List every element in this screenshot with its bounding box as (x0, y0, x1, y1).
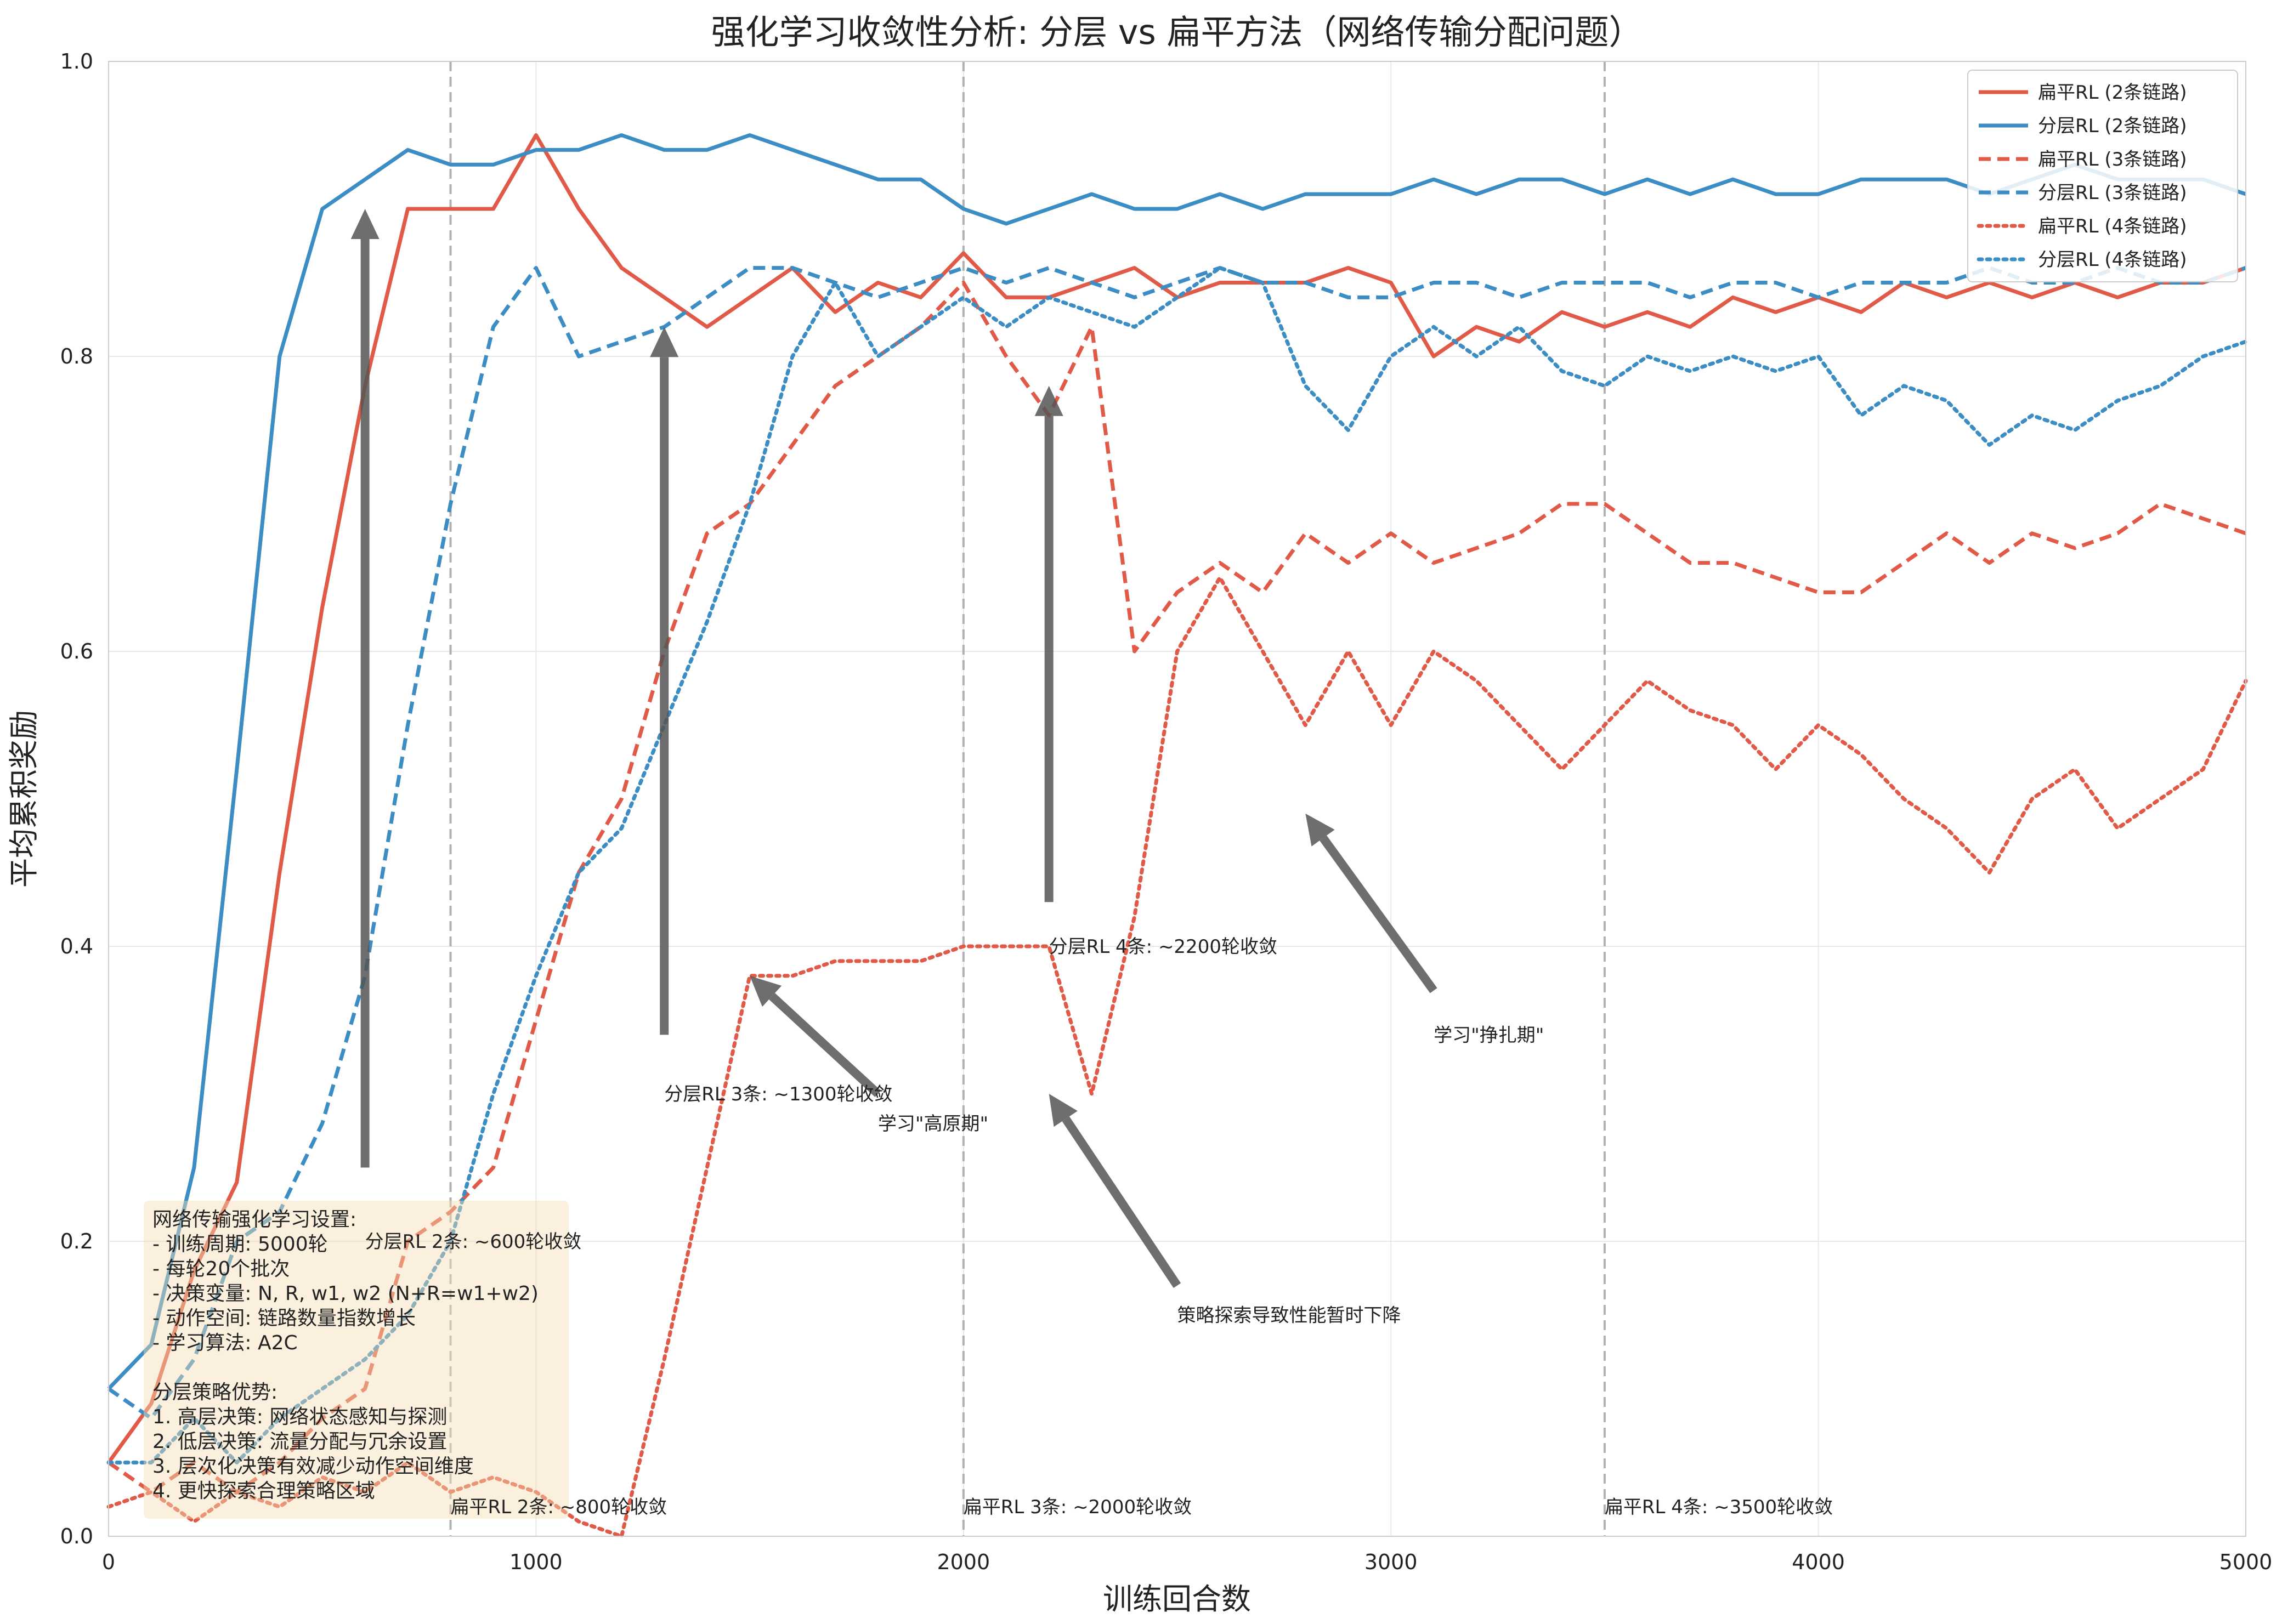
y-tick-label: 0.4 (60, 934, 93, 958)
y-axis-label: 平均累积奖励 (7, 710, 41, 888)
annotation-arrow-shaft (1320, 835, 1437, 993)
annotation-arrow-head (650, 327, 679, 357)
annotation-text: 扁平RL 3条: ~2000轮收敛 (964, 1496, 1192, 1518)
annotation-arrow-head (1049, 1094, 1078, 1127)
annotation-arrow-head (1305, 813, 1335, 847)
series-line (107, 281, 2247, 1494)
info-box-background (144, 1201, 569, 1519)
axis-ticks: 0.0 0.2 0.4 0.6 0.8 1.0 0 1000 2000 3000 4000 5000 (60, 49, 2273, 1574)
annotation-text: 学习"高原期" (878, 1113, 988, 1135)
y-tick-label: 0.6 (60, 639, 93, 663)
annotation-text: 扁平RL 4条: ~3500轮收敛 (1605, 1496, 1833, 1518)
chart-title: 强化学习收敛性分析: 分层 vs 扁平方法（网络传输分配问题） (711, 12, 1643, 52)
legend-box (1967, 70, 2238, 282)
annotation-arrow-head (1034, 385, 1063, 416)
annotation-text: 扁平RL 2条: ~800轮收敛 (451, 1496, 667, 1518)
x-tick-label: 1000 (509, 1550, 563, 1574)
x-tick-label: 3000 (1364, 1550, 1418, 1574)
series-lines (106, 133, 2248, 1538)
annotation-text: 分层RL 4条: ~2200轮收敛 (1049, 936, 1277, 958)
legend-entry: 扁平RL (3条链路) (2038, 149, 2187, 171)
legend-entry: 分层RL (3条链路) (2038, 182, 2187, 204)
legend-entry: 分层RL (2条链路) (2038, 115, 2187, 137)
x-tick-label: 2000 (937, 1550, 990, 1574)
x-axis-label: 训练回合数 (1103, 1582, 1251, 1616)
annotation-text: 分层RL 3条: ~1300轮收敛 (664, 1083, 892, 1105)
info-box-line: - 学习算法: A2C (152, 1332, 298, 1354)
annotation-arrow-shaft (769, 993, 881, 1097)
annotation-arrow-shaft (1062, 1116, 1181, 1288)
annotations: 分层RL 2条: ~600轮收敛 分层RL 3条: ~1300轮收敛 分层RL 4条… (365, 936, 1833, 1518)
legend-entry: 扁平RL (4条链路) (2038, 215, 2187, 237)
y-tick-label: 0.0 (60, 1524, 93, 1548)
info-box-line: 分层策略优势: (152, 1381, 278, 1404)
convergence-markers (449, 61, 1606, 1536)
legend-entry: 扁平RL (2条链路) (2038, 82, 2187, 104)
y-tick-label: 1.0 (60, 49, 93, 73)
series-line (106, 266, 2248, 1464)
legend: 扁平RL (2条链路) 分层RL (2条链路) 扁平RL (3条链路) 分层RL (3… (1967, 70, 2238, 282)
annotation-arrow-head (350, 209, 380, 239)
info-box-line: 4. 更快探索合理策略区域 (152, 1480, 375, 1502)
plot-frame (108, 61, 2246, 1537)
series-line (107, 266, 2247, 1421)
y-tick-label: 0.8 (60, 344, 93, 368)
annotation-text: 学习"挣扎期" (1434, 1024, 1544, 1046)
info-box-line: - 训练周期: 5000轮 (152, 1233, 328, 1256)
legend-entry: 分层RL (4条链路) (2038, 249, 2187, 271)
info-box-line: 网络传输强化学习设置: (152, 1208, 356, 1231)
annotation-text: 分层RL 2条: ~600轮收敛 (365, 1231, 582, 1253)
annotation-text: 策略探索导致性能暂时下降 (1177, 1305, 1401, 1327)
info-box-line: - 每轮20个批次 (152, 1258, 290, 1280)
y-tick-label: 0.2 (60, 1229, 93, 1253)
series-line (107, 133, 2247, 1390)
info-box-line: 3. 层次化决策有效减少动作空间维度 (152, 1455, 474, 1478)
x-tick-label: 5000 (2219, 1550, 2273, 1574)
info-box-line: 2. 低层决策: 流量分配与冗余设置 (152, 1430, 447, 1453)
annotation-arrows (350, 209, 1437, 1288)
x-tick-label: 4000 (1792, 1550, 1845, 1574)
series-line (106, 576, 2248, 1538)
info-box: 网络传输强化学习设置:- 训练周期: 5000轮- 每轮20个批次- 决策变量:… (144, 1201, 569, 1519)
annotation-arrow-head (750, 975, 782, 1007)
info-box-line: - 决策变量: N, R, w1, w2 (N+R=w1+w2) (152, 1282, 539, 1305)
x-tick-label: 0 (102, 1550, 115, 1574)
info-box-line: 1. 高层决策: 网络状态感知与探测 (152, 1406, 447, 1428)
info-box-line: - 动作空间: 链路数量指数增长 (152, 1307, 416, 1330)
